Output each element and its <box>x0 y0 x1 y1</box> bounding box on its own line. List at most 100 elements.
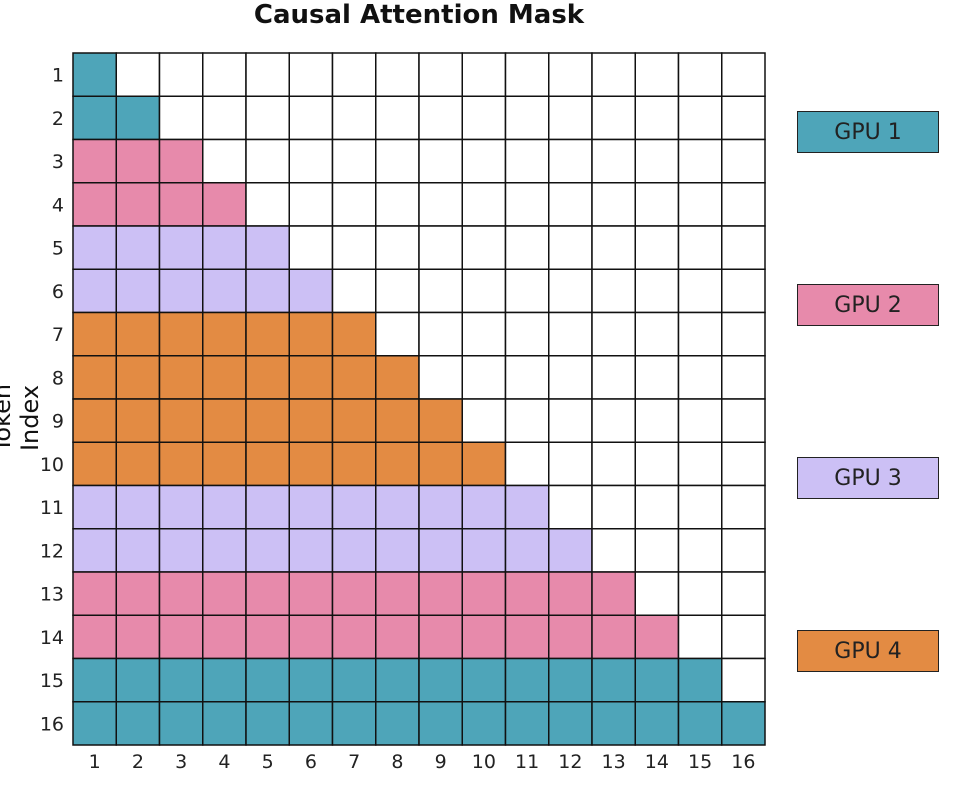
mask-cell <box>375 701 420 746</box>
mask-cell <box>591 182 636 227</box>
mask-cell <box>245 268 290 314</box>
y-tick-label: 1 <box>52 65 64 87</box>
legend-gpu-1: GPU 1 <box>797 111 939 153</box>
mask-cell <box>721 657 766 703</box>
mask-cell <box>548 484 593 530</box>
mask-cell <box>72 484 117 530</box>
y-tick-label: 8 <box>52 367 64 389</box>
mask-cell <box>418 571 463 616</box>
mask-cell <box>72 311 117 357</box>
mask-cell <box>375 441 420 487</box>
mask-cell <box>72 528 117 573</box>
mask-cell <box>72 138 117 184</box>
mask-cell <box>288 225 334 270</box>
mask-cell <box>721 484 766 530</box>
mask-cell <box>548 398 593 443</box>
mask-cell <box>504 614 550 660</box>
mask-cell <box>72 614 117 660</box>
mask-cell <box>375 138 420 184</box>
chart-title: Causal Attention Mask <box>253 0 585 30</box>
mask-cell <box>548 355 593 400</box>
mask-cell <box>677 398 723 443</box>
mask-cell <box>245 355 290 400</box>
mask-cell <box>288 441 334 487</box>
mask-cell <box>115 484 161 530</box>
mask-cell <box>591 701 636 746</box>
mask-cell <box>331 441 377 487</box>
mask-cell <box>245 311 290 357</box>
mask-cell <box>288 52 334 97</box>
mask-cell <box>548 95 593 141</box>
mask-cell <box>677 311 723 357</box>
mask-cell <box>202 95 247 141</box>
mask-cell <box>634 571 680 616</box>
mask-cell <box>331 614 377 660</box>
mask-cell <box>461 614 507 660</box>
mask-cell <box>591 268 636 314</box>
mask-cell <box>721 182 766 227</box>
mask-cell <box>245 571 290 616</box>
mask-cell <box>677 484 723 530</box>
mask-cell <box>677 614 723 660</box>
mask-cell <box>721 441 766 487</box>
mask-cell <box>461 528 507 573</box>
mask-cell <box>548 701 593 746</box>
mask-cell <box>634 95 680 141</box>
mask-cell <box>591 225 636 270</box>
mask-cell <box>418 614 463 660</box>
y-tick-label: 3 <box>52 151 64 173</box>
mask-cell <box>288 138 334 184</box>
mask-cell <box>115 441 161 487</box>
mask-cell <box>288 182 334 227</box>
mask-cell <box>202 528 247 573</box>
mask-cell <box>115 52 161 97</box>
mask-cell <box>634 268 680 314</box>
mask-cell <box>115 355 161 400</box>
mask-cell <box>591 95 636 141</box>
mask-cell <box>418 52 463 97</box>
mask-cell <box>375 355 420 400</box>
mask-cell <box>288 571 334 616</box>
mask-cell <box>591 52 636 97</box>
mask-cell <box>418 355 463 400</box>
mask-cell <box>418 182 463 227</box>
mask-cell <box>634 52 680 97</box>
mask-cell <box>375 268 420 314</box>
mask-cell <box>202 657 247 703</box>
mask-cell <box>591 311 636 357</box>
mask-cell <box>72 268 117 314</box>
legend-gpu-3: GPU 3 <box>797 457 939 499</box>
mask-cell <box>461 571 507 616</box>
mask-cell <box>548 441 593 487</box>
mask-cell <box>288 657 334 703</box>
mask-cell <box>245 528 290 573</box>
mask-cell <box>634 528 680 573</box>
mask-cell <box>375 182 420 227</box>
mask-cell <box>158 225 204 270</box>
y-tick-label: 11 <box>40 497 64 519</box>
mask-cell <box>288 398 334 443</box>
y-tick-label: 15 <box>40 670 64 692</box>
mask-cell <box>331 311 377 357</box>
mask-cell <box>677 182 723 227</box>
mask-cell <box>72 398 117 443</box>
mask-cell <box>504 268 550 314</box>
y-tick-label: 13 <box>40 584 64 606</box>
x-tick-label: 4 <box>218 751 230 773</box>
y-tick-label: 10 <box>40 454 64 476</box>
mask-cell <box>504 138 550 184</box>
mask-cell <box>331 657 377 703</box>
mask-cell <box>418 701 463 746</box>
mask-cell <box>158 268 204 314</box>
mask-cell <box>721 225 766 270</box>
mask-cell <box>461 138 507 184</box>
mask-cell <box>504 311 550 357</box>
mask-cell <box>721 52 766 97</box>
mask-cell <box>461 441 507 487</box>
mask-cell <box>202 355 247 400</box>
x-tick-label: 13 <box>602 751 626 773</box>
mask-cell <box>288 528 334 573</box>
mask-cell <box>461 52 507 97</box>
mask-cell <box>461 355 507 400</box>
